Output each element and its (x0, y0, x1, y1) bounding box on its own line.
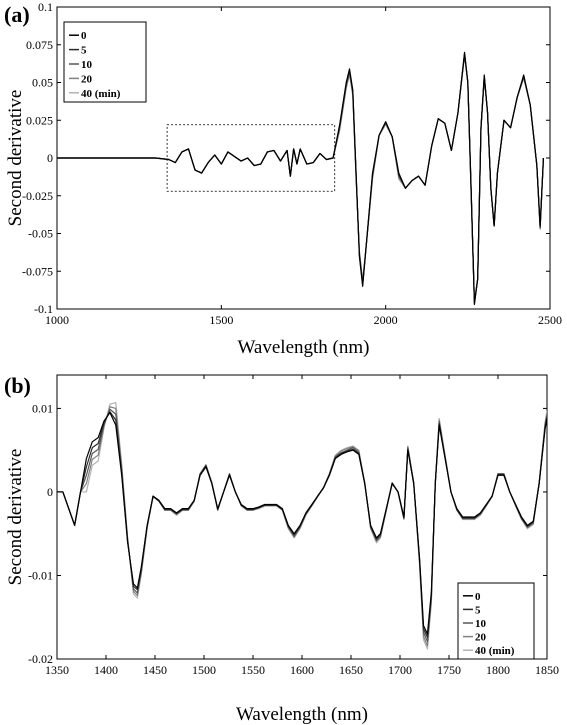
legend-entry-label: 20 (81, 73, 93, 85)
panel-label: (a) (4, 2, 30, 27)
legend-entry-label: 20 (475, 632, 487, 644)
x-tick-label: 1650 (339, 663, 363, 677)
y-tick-label: -0.075 (22, 264, 53, 278)
x-axis-label: Wavelength (nm) (238, 337, 370, 358)
legend-entry-label: 5 (475, 604, 481, 616)
x-tick-label: 1450 (143, 663, 167, 677)
y-tick-label: -0.1 (34, 302, 53, 316)
legend-entry-label: 10 (475, 618, 487, 630)
y-tick-label: 0.025 (26, 113, 53, 127)
x-tick-label: 1550 (241, 663, 265, 677)
x-tick-label: 2500 (538, 313, 562, 327)
y-tick-label: -0.01 (28, 568, 53, 582)
y-tick-label: 0.075 (26, 38, 53, 52)
x-tick-label: 1500 (192, 663, 216, 677)
y-tick-label: -0.02 (28, 652, 53, 666)
legend-box (63, 21, 147, 103)
chart-panel-b: (b) 1350 1400 1450 1500 1550 1600 1650 1700 1750 1… (4, 373, 559, 725)
y-axis-label: Second derivative (5, 90, 26, 227)
chart-panel-a: (a) 1000 1500 2000 2500 0.1 0.075 0.05 0.025 0 -0.… (4, 0, 562, 358)
x-tick-label: 1800 (486, 663, 510, 677)
panel-label: (b) (4, 373, 31, 398)
zoom-region-box (166, 124, 336, 192)
x-tick-label: 1350 (45, 663, 69, 677)
series-line-0 (57, 51, 545, 306)
x-axis-label: Wavelength (nm) (236, 704, 368, 725)
x-tick-label: 1500 (209, 313, 233, 327)
y-tick-label: 0.05 (32, 76, 53, 90)
x-tick-label: 1000 (45, 313, 69, 327)
y-tick-label: -0.05 (28, 227, 53, 241)
legend-entry-label: 0 (81, 30, 87, 42)
y-axis-label: Second derivative (5, 449, 26, 586)
y-tick-label: 0.01 (32, 401, 53, 415)
legend-entry-label: 40 (min) (81, 88, 121, 100)
legend-entry-label: 5 (81, 45, 87, 57)
series-line-0 (57, 411, 547, 635)
x-tick-label: 1750 (437, 663, 461, 677)
legend-entry-label: 0 (475, 591, 481, 603)
legend-entry-label: 10 (81, 59, 93, 71)
x-tick-label: 1850 (535, 663, 559, 677)
x-tick-label: 2000 (374, 313, 398, 327)
legend-entry-label: 40 (min) (475, 645, 515, 657)
y-tick-label: -0.025 (22, 189, 53, 203)
x-tick-label: 1600 (290, 663, 314, 677)
y-tick-label: 0.1 (38, 0, 53, 14)
y-tick-label: 0 (47, 151, 53, 165)
x-tick-label: 1700 (388, 663, 412, 677)
y-tick-label: 0 (47, 485, 53, 499)
x-tick-label: 1400 (94, 663, 118, 677)
